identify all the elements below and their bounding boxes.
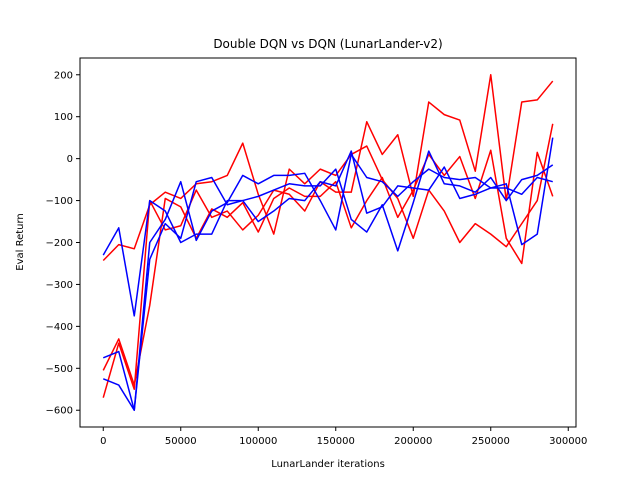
chart-title: Double DQN vs DQN (LunarLander-v2)	[213, 37, 442, 51]
series-line-6	[102, 150, 554, 411]
y-tick-label: 200	[54, 70, 73, 81]
x-tick-label: 50000	[165, 436, 197, 447]
series-line-1	[102, 123, 554, 262]
series-line-4	[102, 150, 553, 317]
x-tick-label: 100000	[239, 436, 277, 447]
y-tick-label: −500	[46, 364, 73, 375]
series-line-2	[102, 74, 554, 398]
x-tick-label: 250000	[472, 436, 510, 447]
x-tick-label: 300000	[549, 436, 587, 447]
x-tick-label: 200000	[394, 436, 432, 447]
series-line-3	[102, 149, 554, 386]
plot-lines	[102, 74, 554, 411]
x-axis-label: LunarLander iterations	[271, 459, 385, 470]
y-tick-label: −200	[46, 238, 73, 249]
x-tick-label: 0	[100, 436, 106, 447]
y-tick-label: −400	[46, 322, 73, 333]
x-tick-label: 150000	[317, 436, 355, 447]
y-axis: −600 −500 −400 −300 −200 −100 0 100 200	[46, 70, 80, 417]
y-tick-label: 100	[54, 112, 73, 123]
y-axis-label: Eval Return	[15, 213, 26, 271]
y-tick-label: −300	[46, 280, 73, 291]
y-tick-label: −600	[46, 406, 73, 417]
x-axis: 0 50000 100000 150000 200000 250000 300000	[100, 427, 587, 447]
y-tick-label: −100	[46, 196, 73, 207]
y-tick-label: 0	[67, 154, 73, 165]
series-line-5	[102, 137, 554, 411]
